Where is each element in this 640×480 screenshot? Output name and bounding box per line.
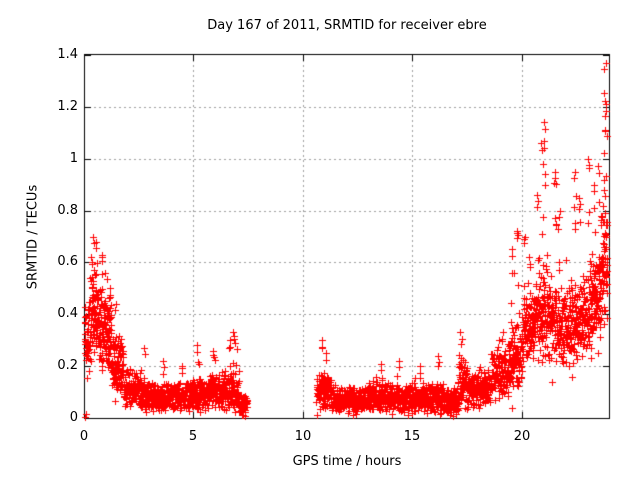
- y-tick-label: 0.4: [57, 306, 78, 321]
- y-tick-label: 1.4: [57, 47, 78, 62]
- x-tick-label: 10: [294, 429, 312, 444]
- y-tick-label: 1: [69, 151, 78, 166]
- chart-title: Day 167 of 2011, SRMTID for receiver ebr…: [207, 18, 487, 33]
- y-tick-label: 1.2: [57, 99, 78, 114]
- x-tick-label: 15: [403, 429, 421, 444]
- x-axis-label: GPS time / hours: [292, 454, 402, 469]
- y-tick-label: 0: [69, 410, 78, 425]
- y-tick-label: 0.2: [57, 358, 78, 373]
- y-axis-label: SRMTID / TECUs: [25, 184, 41, 290]
- y-tick-label: 0.8: [57, 203, 78, 218]
- x-tick-label: 5: [188, 429, 198, 444]
- y-tick-label: 0.6: [57, 254, 78, 269]
- x-tick-label: 0: [79, 429, 89, 444]
- x-tick-label: 20: [513, 429, 531, 444]
